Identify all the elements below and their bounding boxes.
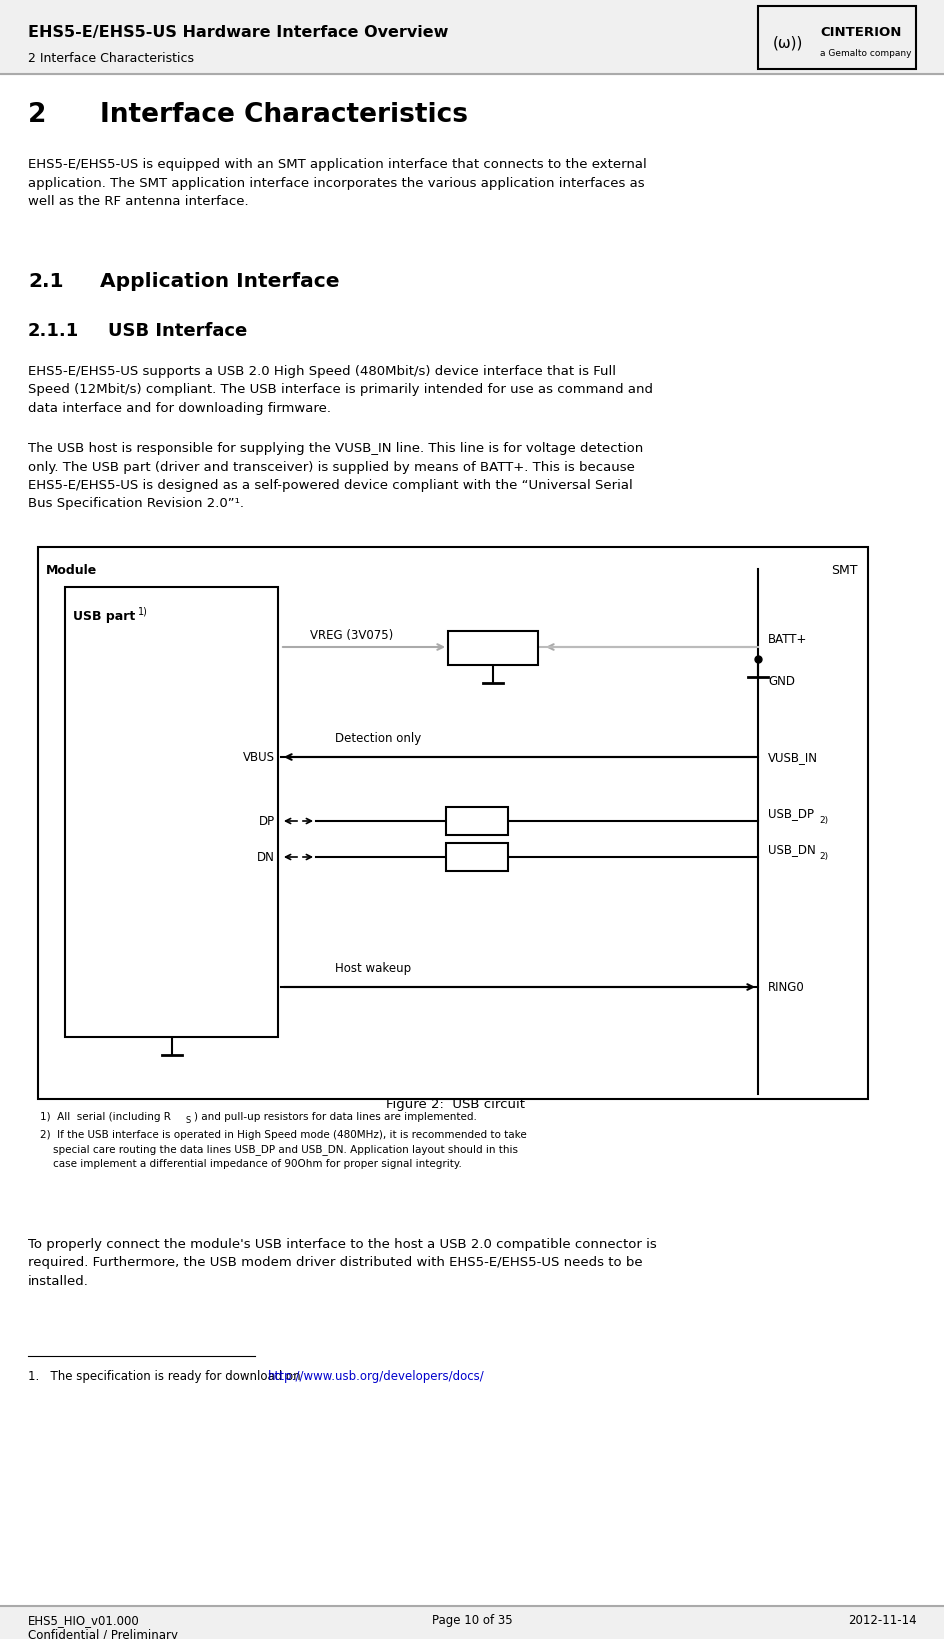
Text: (ω)): (ω)) — [772, 36, 802, 51]
Text: CINTERION: CINTERION — [819, 26, 901, 38]
Text: 2: 2 — [28, 102, 46, 128]
Text: To properly connect the module's USB interface to the host a USB 2.0 compatible : To properly connect the module's USB int… — [28, 1237, 656, 1287]
Text: Page 10 of 35: Page 10 of 35 — [431, 1613, 512, 1626]
Bar — [757, 7, 915, 70]
Text: 2): 2) — [818, 852, 827, 860]
Text: a Gemalto company: a Gemalto company — [819, 49, 911, 59]
Bar — [0, 1606, 944, 1639]
Text: Interface Characteristics: Interface Characteristics — [100, 102, 467, 128]
Text: Confidential / Preliminary: Confidential / Preliminary — [28, 1628, 177, 1639]
Text: lin. reg.: lin. reg. — [471, 644, 514, 654]
Text: BATT+: BATT+ — [767, 633, 806, 646]
Text: 1.   The specification is ready for download on: 1. The specification is ready for downlo… — [28, 1369, 304, 1382]
Text: 2 Interface Characteristics: 2 Interface Characteristics — [28, 52, 194, 66]
Text: EHS5-E/EHS5-US supports a USB 2.0 High Speed (480Mbit/s) device interface that i: EHS5-E/EHS5-US supports a USB 2.0 High S… — [28, 365, 652, 415]
Bar — [0, 0, 944, 75]
Text: USB Interface: USB Interface — [108, 321, 247, 339]
Text: 2): 2) — [818, 816, 827, 824]
Text: RING0: RING0 — [767, 980, 804, 993]
Text: DN: DN — [257, 851, 275, 864]
Bar — [38, 547, 868, 1100]
Text: Host wakeup: Host wakeup — [334, 962, 411, 975]
Text: Figure 2:  USB circuit: Figure 2: USB circuit — [385, 1098, 524, 1110]
Text: ) and pull-up resistors for data lines are implemented.: ) and pull-up resistors for data lines a… — [194, 1111, 477, 1121]
Text: USB_DN: USB_DN — [767, 842, 815, 856]
Text: SMT: SMT — [831, 564, 857, 577]
Text: Application Interface: Application Interface — [100, 272, 339, 290]
Bar — [446, 844, 508, 872]
Text: VBUS: VBUS — [243, 751, 275, 764]
Text: EHS5-E/EHS5-US Hardware Interface Overview: EHS5-E/EHS5-US Hardware Interface Overvi… — [28, 25, 447, 39]
Text: VREG (3V075): VREG (3V075) — [310, 629, 393, 641]
Text: Module: Module — [46, 564, 97, 577]
Text: The USB host is responsible for supplying the VUSB_IN line. This line is for vol: The USB host is responsible for supplyin… — [28, 443, 643, 510]
Text: 2.1: 2.1 — [28, 272, 63, 290]
Text: R: R — [469, 816, 478, 826]
Text: 1): 1) — [138, 606, 147, 616]
Text: USB part: USB part — [73, 610, 135, 623]
Text: S: S — [481, 823, 486, 831]
Text: Detection only: Detection only — [334, 731, 421, 744]
Text: GND: GND — [767, 675, 794, 688]
Text: S: S — [186, 1115, 191, 1124]
Bar — [447, 631, 537, 665]
Text: 2)  If the USB interface is operated in High Speed mode (480MHz), it is recommen: 2) If the USB interface is operated in H… — [40, 1129, 526, 1169]
Text: USB_DP: USB_DP — [767, 806, 813, 820]
Text: R: R — [469, 852, 478, 862]
Text: 1)  All  serial (including R: 1) All serial (including R — [40, 1111, 171, 1121]
Text: 2.1.1: 2.1.1 — [28, 321, 79, 339]
Text: VUSB_IN: VUSB_IN — [767, 751, 818, 764]
Text: EHS5_HIO_v01.000: EHS5_HIO_v01.000 — [28, 1613, 140, 1626]
Text: EHS5-E/EHS5-US is equipped with an SMT application interface that connects to th: EHS5-E/EHS5-US is equipped with an SMT a… — [28, 157, 646, 208]
Text: http://www.usb.org/developers/docs/: http://www.usb.org/developers/docs/ — [268, 1369, 484, 1382]
Text: S: S — [481, 857, 486, 867]
Text: DP: DP — [259, 815, 275, 828]
Bar — [446, 808, 508, 836]
Text: 2012-11-14: 2012-11-14 — [848, 1613, 916, 1626]
Bar — [65, 588, 278, 1037]
